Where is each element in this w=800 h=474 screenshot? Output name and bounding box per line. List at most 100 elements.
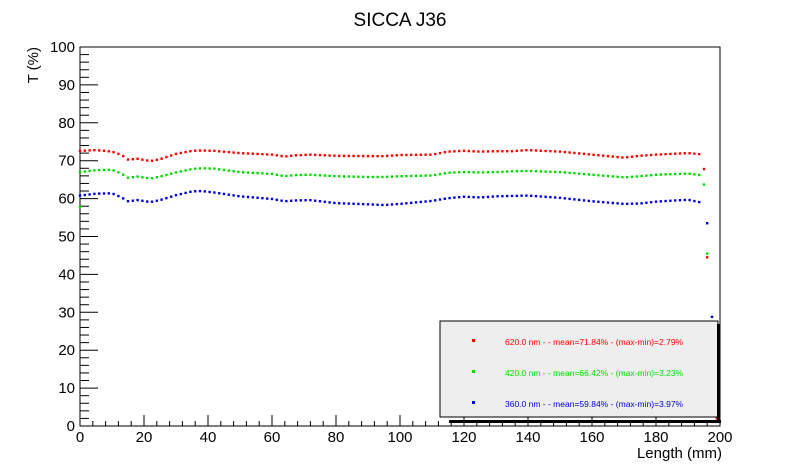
data-point xyxy=(515,194,518,198)
data-point xyxy=(155,176,158,179)
data-point xyxy=(198,167,202,170)
data-point xyxy=(645,154,648,157)
data-point xyxy=(290,154,293,157)
data-point xyxy=(611,201,614,205)
data-point xyxy=(198,149,202,152)
data-point xyxy=(126,200,130,203)
data-point xyxy=(98,192,101,195)
data-point xyxy=(674,199,677,202)
data-point xyxy=(251,196,254,199)
data-point xyxy=(573,198,576,201)
data-point xyxy=(616,175,619,179)
data-point xyxy=(184,191,187,195)
data-point xyxy=(376,203,379,206)
data-point xyxy=(237,151,240,155)
data-point xyxy=(136,175,139,178)
data-point xyxy=(227,150,230,154)
data-point xyxy=(414,201,418,204)
data-point xyxy=(102,149,106,153)
data-point xyxy=(107,168,110,172)
data-point xyxy=(650,173,653,177)
data-point xyxy=(136,198,139,202)
data-point xyxy=(419,174,422,177)
data-point xyxy=(592,173,595,177)
data-point xyxy=(462,195,466,198)
data-point xyxy=(510,170,514,173)
data-point xyxy=(496,170,499,174)
data-point xyxy=(93,148,96,152)
data-point xyxy=(626,156,629,159)
data-point xyxy=(131,175,134,179)
data-point xyxy=(702,183,706,186)
data-point xyxy=(270,197,274,201)
data-point xyxy=(414,174,418,178)
data-point xyxy=(112,192,115,196)
data-point xyxy=(496,150,499,153)
data-point xyxy=(434,173,437,177)
data-point xyxy=(414,153,418,157)
data-point xyxy=(698,152,701,156)
data-point xyxy=(328,201,331,204)
data-point xyxy=(323,174,326,177)
data-point xyxy=(237,170,240,174)
data-point xyxy=(194,190,197,193)
data-point xyxy=(122,154,125,158)
y-tick-label: 50 xyxy=(58,229,75,246)
data-point xyxy=(429,199,432,203)
data-point xyxy=(592,200,595,203)
data-point xyxy=(160,198,163,201)
data-point xyxy=(602,154,605,157)
data-point xyxy=(635,154,638,158)
data-point xyxy=(491,150,494,153)
data-point xyxy=(107,150,110,153)
data-point xyxy=(669,199,672,202)
data-point xyxy=(352,175,355,178)
data-point xyxy=(458,195,461,199)
data-point xyxy=(78,170,82,174)
data-point xyxy=(706,256,709,259)
data-point xyxy=(318,153,322,157)
data-point xyxy=(486,195,490,199)
data-point xyxy=(285,174,288,178)
data-point xyxy=(496,195,499,198)
data-point xyxy=(314,199,317,202)
data-point xyxy=(222,150,226,153)
data-point xyxy=(563,150,566,154)
data-point xyxy=(150,159,154,162)
data-point xyxy=(83,193,86,197)
data-point xyxy=(386,154,389,158)
data-point xyxy=(194,149,197,152)
data-point xyxy=(275,173,278,177)
data-point xyxy=(563,197,566,200)
data-point xyxy=(400,202,403,205)
data-point xyxy=(381,175,384,179)
data-point xyxy=(578,198,581,202)
data-point xyxy=(117,194,120,198)
data-point xyxy=(621,202,624,205)
x-tick-label: 120 xyxy=(451,429,476,446)
data-point xyxy=(314,153,317,157)
data-point xyxy=(706,252,709,255)
data-point xyxy=(472,195,475,199)
data-point xyxy=(126,176,130,179)
data-point xyxy=(165,196,168,200)
data-point xyxy=(304,199,307,202)
data-point xyxy=(602,174,605,177)
data-point xyxy=(520,194,523,197)
data-point xyxy=(434,152,437,156)
data-point xyxy=(674,152,677,155)
data-point xyxy=(294,199,298,202)
x-tick-label: 180 xyxy=(643,429,668,446)
data-point xyxy=(549,170,552,173)
data-point xyxy=(419,200,422,204)
x-tick-label: 0 xyxy=(76,429,84,446)
data-point xyxy=(294,154,298,157)
data-point xyxy=(102,168,106,172)
data-point xyxy=(352,154,355,158)
data-point xyxy=(256,196,259,199)
data-point xyxy=(534,170,538,173)
data-point xyxy=(366,154,370,158)
data-point xyxy=(213,149,216,153)
data-point xyxy=(155,158,158,162)
data-point xyxy=(539,149,542,152)
